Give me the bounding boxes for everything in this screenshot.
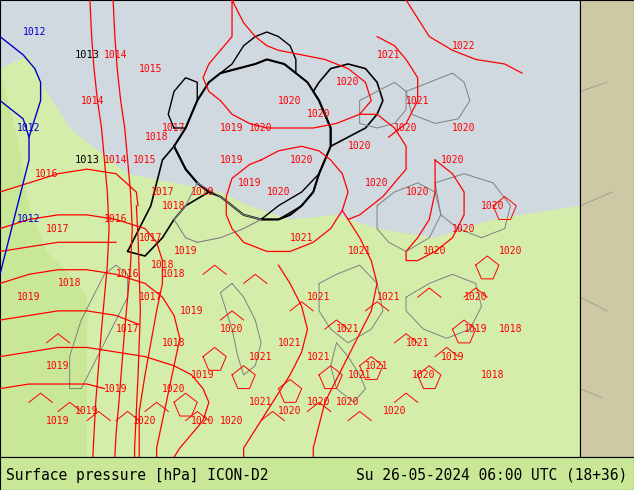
Text: 1019: 1019 [46, 416, 70, 426]
Text: 1020: 1020 [406, 187, 429, 197]
Text: 1020: 1020 [307, 109, 331, 119]
Text: 1018: 1018 [162, 201, 186, 211]
Text: 1013: 1013 [75, 50, 100, 60]
Text: 1012: 1012 [17, 215, 41, 224]
Text: 1017: 1017 [162, 123, 186, 133]
Text: Su 26-05-2024 06:00 UTC (18+36): Su 26-05-2024 06:00 UTC (18+36) [356, 468, 628, 483]
Text: 1019: 1019 [75, 406, 99, 416]
Text: 1016: 1016 [35, 169, 58, 179]
Text: Surface pressure [hPa] ICON-D2: Surface pressure [hPa] ICON-D2 [6, 468, 269, 483]
Text: 1021: 1021 [307, 352, 331, 362]
Text: 1016: 1016 [116, 270, 139, 279]
Text: 1020: 1020 [424, 246, 447, 256]
Text: 1020: 1020 [481, 201, 505, 211]
Text: 1021: 1021 [290, 233, 313, 243]
Text: 1018: 1018 [162, 338, 186, 348]
Text: 1015: 1015 [133, 155, 157, 165]
Text: 1021: 1021 [377, 50, 401, 60]
Text: 1020: 1020 [162, 384, 186, 393]
Text: 1014: 1014 [81, 96, 105, 105]
Polygon shape [0, 0, 580, 238]
Text: 1014: 1014 [104, 50, 128, 60]
Text: 1015: 1015 [139, 64, 162, 74]
Text: 1021: 1021 [406, 338, 429, 348]
Text: 1021: 1021 [365, 361, 389, 371]
Text: 1018: 1018 [58, 278, 81, 289]
Text: 1020: 1020 [290, 155, 313, 165]
Text: 1021: 1021 [249, 352, 273, 362]
Text: 1017: 1017 [151, 187, 174, 197]
Text: 1017: 1017 [116, 324, 139, 334]
Text: 1019: 1019 [220, 123, 244, 133]
Text: 1014: 1014 [104, 155, 128, 165]
Text: 1020: 1020 [336, 397, 360, 407]
Text: 1019: 1019 [441, 352, 464, 362]
Text: 1020: 1020 [452, 123, 476, 133]
Text: 1021: 1021 [278, 338, 302, 348]
Text: 1020: 1020 [411, 370, 435, 380]
Text: 1021: 1021 [249, 397, 273, 407]
Text: 1018: 1018 [145, 132, 169, 142]
Text: 1020: 1020 [383, 406, 406, 416]
Text: 1019: 1019 [104, 384, 128, 393]
Text: 1018: 1018 [162, 270, 186, 279]
Text: 1020: 1020 [441, 155, 464, 165]
Text: 1020: 1020 [278, 96, 302, 105]
Text: 1018: 1018 [481, 370, 505, 380]
Text: 1021: 1021 [377, 292, 401, 302]
Text: 1020: 1020 [133, 416, 157, 426]
Text: 1017: 1017 [46, 223, 70, 234]
Polygon shape [0, 69, 87, 457]
Text: 1020: 1020 [394, 123, 418, 133]
Text: 1020: 1020 [348, 141, 372, 151]
Text: 1012: 1012 [17, 123, 41, 133]
Text: 1020: 1020 [452, 223, 476, 234]
Text: 1016: 1016 [104, 215, 128, 224]
Text: 1021: 1021 [307, 292, 331, 302]
Text: 1021: 1021 [336, 324, 360, 334]
Text: 1020: 1020 [365, 178, 389, 188]
Text: 1019: 1019 [17, 292, 41, 302]
Text: 1020: 1020 [464, 292, 488, 302]
Text: 1020: 1020 [220, 324, 244, 334]
Text: 1018: 1018 [151, 260, 174, 270]
Text: 1020: 1020 [220, 416, 244, 426]
Text: 1019: 1019 [174, 246, 197, 256]
Text: 1017: 1017 [139, 292, 162, 302]
Text: 1020: 1020 [191, 416, 215, 426]
Text: 1018: 1018 [499, 324, 522, 334]
Text: 1021: 1021 [406, 96, 429, 105]
Text: 1022: 1022 [452, 41, 476, 51]
Text: 1017: 1017 [139, 233, 162, 243]
Text: 1019: 1019 [46, 361, 70, 371]
Text: 1020: 1020 [267, 187, 290, 197]
Text: 1021: 1021 [348, 370, 372, 380]
Text: 1019: 1019 [464, 324, 488, 334]
Text: 1019: 1019 [191, 187, 215, 197]
Text: 1021: 1021 [348, 246, 372, 256]
Text: 1019: 1019 [220, 155, 244, 165]
Text: 1020: 1020 [278, 406, 302, 416]
Text: 1019: 1019 [179, 306, 203, 316]
Text: 1019: 1019 [238, 178, 261, 188]
Text: 1020: 1020 [499, 246, 522, 256]
Text: 1020: 1020 [336, 77, 360, 87]
Text: 1020: 1020 [307, 397, 331, 407]
Text: 1020: 1020 [249, 123, 273, 133]
Text: 1019: 1019 [191, 370, 215, 380]
Text: 1012: 1012 [23, 27, 46, 37]
Text: 1013: 1013 [75, 155, 100, 165]
